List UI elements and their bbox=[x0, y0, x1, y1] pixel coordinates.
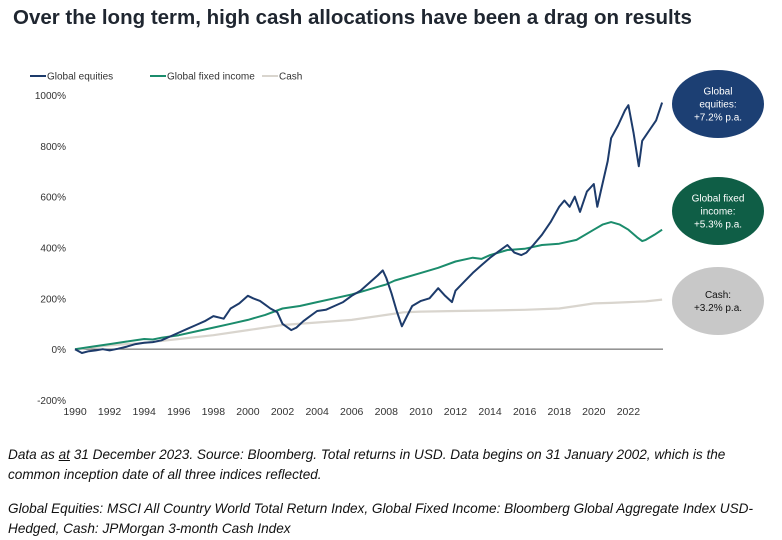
chart-title: Over the long term, high cash allocation… bbox=[13, 6, 692, 29]
y-axis: 1000% 800% 600% 400% 200% 0% -200% bbox=[35, 91, 66, 407]
x-tick-label: 2006 bbox=[340, 406, 364, 418]
x-tick-label: 2020 bbox=[582, 406, 606, 418]
x-tick-label: 1992 bbox=[98, 406, 122, 418]
x-tick-label: 1994 bbox=[132, 406, 156, 418]
series-line-fixed-income bbox=[74, 221, 663, 351]
series-line-cash bbox=[74, 298, 663, 351]
y-tick-label: 800% bbox=[40, 142, 66, 153]
source-note-body: 31 December 2023. Source: Bloomberg. Tot… bbox=[8, 447, 726, 482]
source-note: Data as at 31 December 2023. Source: Blo… bbox=[8, 445, 778, 485]
y-tick-label: 600% bbox=[40, 193, 66, 204]
bubble-fixed-income bbox=[672, 177, 764, 245]
y-tick-label: 0% bbox=[52, 345, 67, 356]
x-tick-label: 2010 bbox=[409, 406, 433, 418]
x-tick-label: 1998 bbox=[202, 406, 226, 418]
x-axis: 1990 1992 1994 1996 1998 2000 2002 2004 2006 2008… bbox=[63, 406, 640, 418]
source-note-at: at bbox=[58, 447, 70, 462]
bubble-label: Global bbox=[704, 87, 733, 98]
x-tick-label: 2014 bbox=[478, 406, 502, 418]
source-note-prefix: Data as bbox=[8, 447, 59, 462]
bubble-label: equities: bbox=[699, 100, 736, 111]
bubble-label: income: bbox=[700, 207, 735, 218]
x-tick-label: 2018 bbox=[548, 406, 572, 418]
y-tick-label: 400% bbox=[40, 244, 66, 255]
x-tick-label: 2022 bbox=[617, 406, 641, 418]
x-tick-label: 2012 bbox=[444, 406, 468, 418]
y-tick-label: 1000% bbox=[35, 91, 66, 102]
x-tick-label: 2016 bbox=[513, 406, 537, 418]
legend-label: Global fixed income bbox=[167, 72, 255, 83]
x-tick-label: 1996 bbox=[167, 406, 191, 418]
x-tick-label: 2004 bbox=[305, 406, 329, 418]
bubble-label: Cash: bbox=[705, 290, 731, 301]
legend-label: Cash bbox=[279, 72, 302, 83]
legend: Global equities Global fixed income Cash bbox=[30, 72, 302, 83]
x-tick-label: 2000 bbox=[236, 406, 260, 418]
x-tick-label: 2008 bbox=[375, 406, 399, 418]
bubble-equities bbox=[672, 70, 764, 138]
x-tick-label: 2002 bbox=[271, 406, 295, 418]
line-chart: 1000%800%600%400%200%0%-200% 1990 1992 199… bbox=[30, 70, 764, 418]
series-line-equities bbox=[74, 102, 664, 354]
y-tick-label: -200% bbox=[37, 396, 66, 407]
bubble-cash bbox=[672, 267, 764, 335]
legend-label: Global equities bbox=[47, 72, 113, 83]
y-tick-label: 200% bbox=[40, 294, 66, 305]
bubble-label: +5.3% p.a. bbox=[694, 220, 742, 231]
x-tick-label: 1990 bbox=[63, 406, 87, 418]
index-definitions-note: Global Equities: MSCI All Country World … bbox=[8, 501, 753, 536]
series-lines bbox=[74, 102, 664, 354]
bubble-label: +3.2% p.a. bbox=[694, 303, 742, 314]
bubble-label: Global fixed bbox=[692, 194, 745, 205]
bubble-label: +7.2% p.a. bbox=[694, 113, 742, 124]
return-bubbles: Global equities: +7.2% p.a. Global fixed inc… bbox=[672, 70, 764, 335]
